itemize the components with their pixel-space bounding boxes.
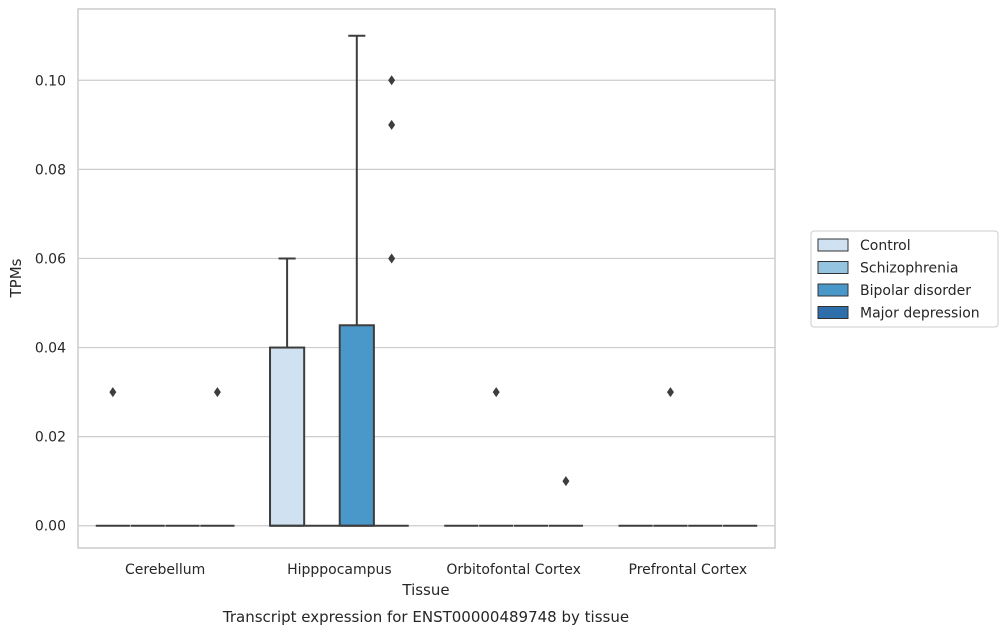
legend: Control Schizophrenia Bipolar disorder Majo… — [810, 230, 999, 328]
box-plot — [269, 257, 306, 527]
chart-caption: Transcript expression for ENST0000048974… — [222, 608, 629, 626]
box-plots — [95, 34, 758, 527]
box-plot — [653, 387, 688, 527]
outlier-point — [666, 387, 674, 398]
x-axis-title: Tissue — [401, 581, 449, 599]
x-tick-label: Prefrontal Cortex — [629, 562, 748, 578]
outlier-point — [388, 75, 396, 86]
y-tick-label: 0.10 — [35, 73, 66, 89]
legend-item: Control — [817, 238, 911, 254]
x-tick-label: Hipppocampus — [287, 562, 392, 578]
x-tick-label: Cerebellum — [125, 562, 205, 578]
x-tick-label: Orbitofontal Cortex — [446, 562, 581, 578]
legend-item: Schizophrenia — [817, 261, 958, 277]
box-plot — [200, 387, 235, 527]
box — [338, 324, 375, 527]
outlier-point — [388, 119, 396, 130]
legend-item: Bipolar disorder — [817, 283, 971, 299]
y-tick-labels: 0.00 0.02 0.04 0.06 0.08 0.10 — [35, 73, 66, 534]
box-plot — [374, 75, 409, 527]
y-tick-label: 0.00 — [35, 519, 66, 535]
box-plot — [479, 387, 514, 527]
legend-swatch — [817, 261, 849, 274]
y-axis-title: TPMs — [7, 258, 25, 298]
x-tick-labels: Cerebellum Hipppocampus Orbitofontal Corte… — [125, 562, 747, 578]
y-tick-label: 0.02 — [35, 430, 66, 446]
legend-swatch — [817, 306, 849, 319]
box-plot — [95, 387, 130, 527]
outlier-point — [562, 476, 570, 487]
outlier-point — [213, 387, 221, 398]
legend-label: Schizophrenia — [860, 261, 958, 277]
outlier-point — [388, 253, 396, 264]
y-tick-label: 0.04 — [35, 341, 66, 357]
box-plot — [338, 34, 375, 527]
box-plot — [548, 476, 583, 527]
legend-swatch — [817, 283, 849, 297]
legend-frame — [810, 230, 999, 328]
legend-swatch — [817, 238, 849, 252]
legend-label: Bipolar disorder — [860, 283, 971, 299]
legend-label: Control — [860, 238, 911, 254]
outlier-point — [492, 387, 500, 398]
grid-lines — [78, 79, 775, 527]
y-tick-label: 0.08 — [35, 162, 66, 178]
legend-items: Control Schizophrenia Bipolar disorder Majo… — [817, 238, 980, 322]
box — [269, 346, 306, 527]
legend-label: Major depression — [860, 306, 980, 322]
legend-item: Major depression — [817, 306, 980, 322]
plot-frame — [77, 8, 776, 549]
y-tick-label: 0.06 — [35, 251, 66, 267]
outlier-point — [109, 387, 117, 398]
